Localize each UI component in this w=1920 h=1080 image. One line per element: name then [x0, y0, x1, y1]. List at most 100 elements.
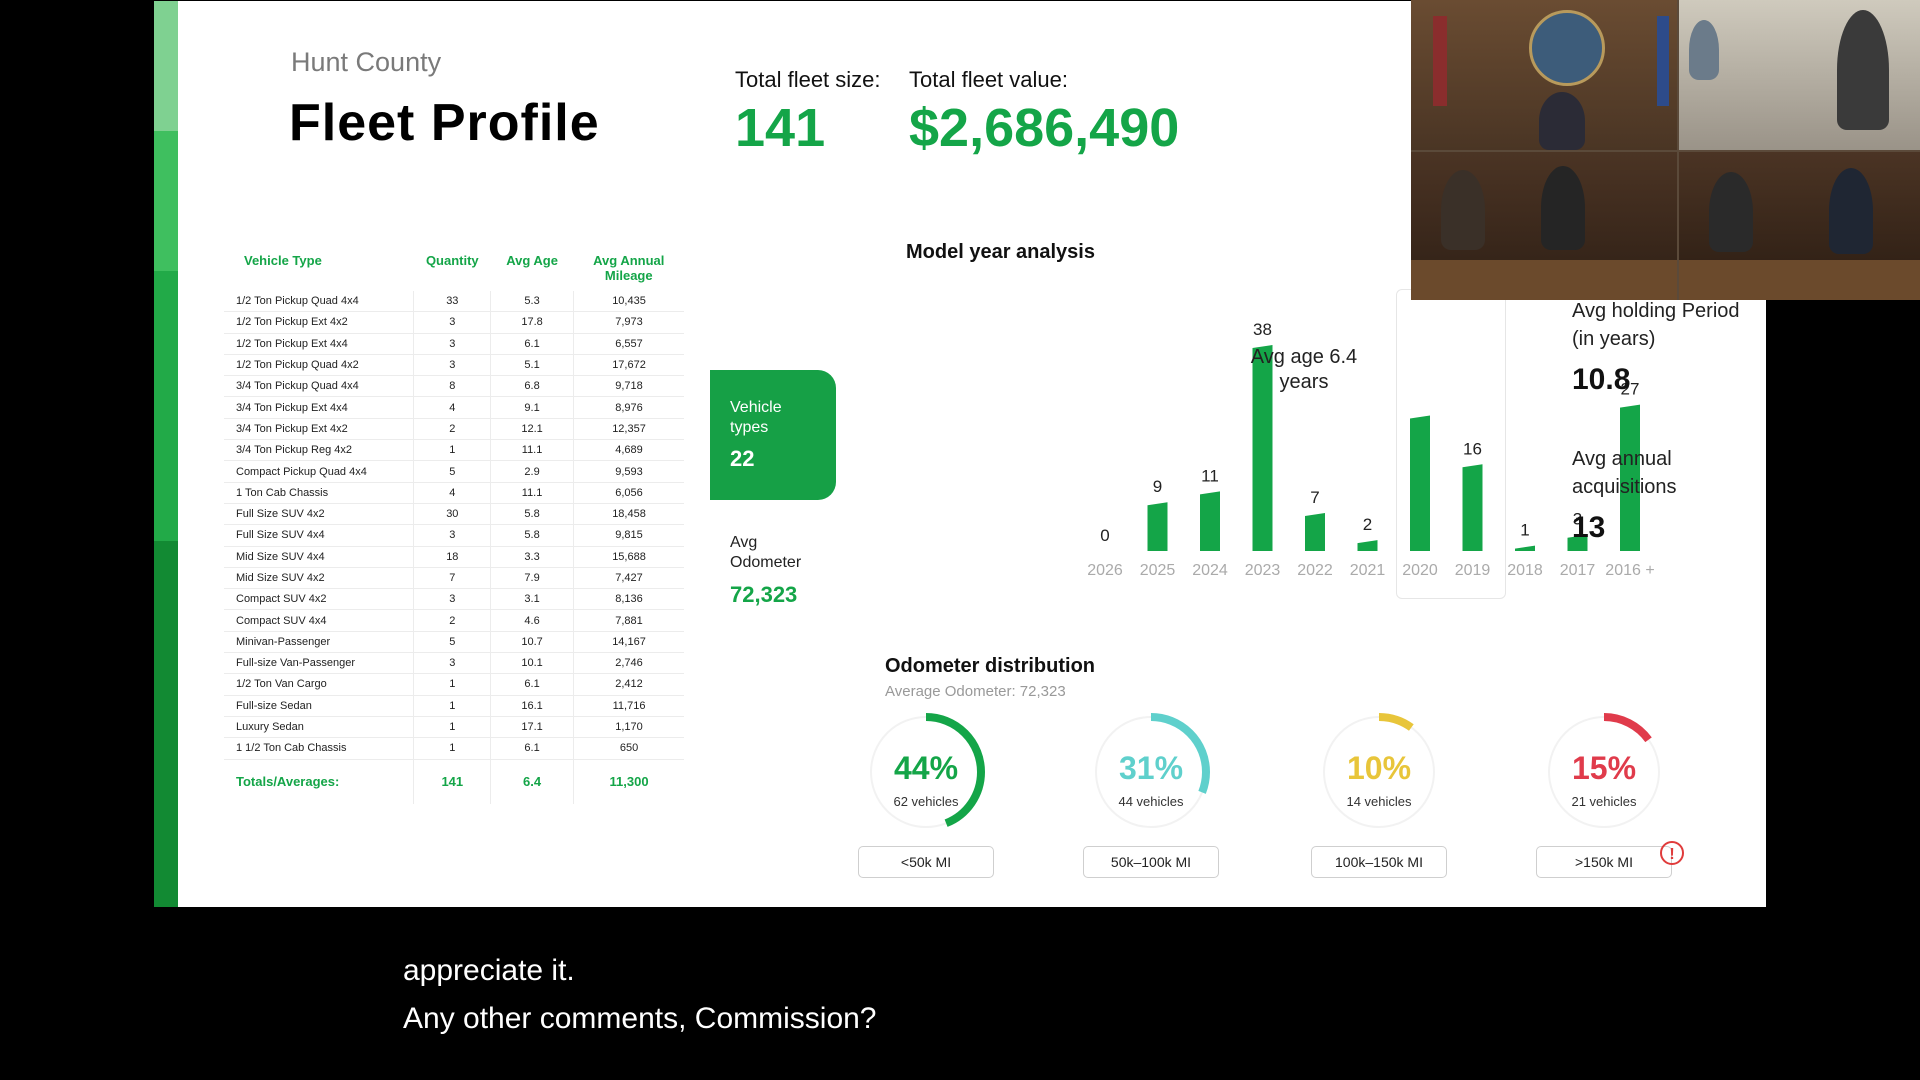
bar-value-label: 1 [1520, 521, 1529, 540]
gauge-vehicle-count: 14 vehicles [1346, 794, 1412, 809]
cell-quantity: 3 [413, 588, 491, 611]
cell-vehicle-type: Mid Size SUV 4x4 [224, 546, 414, 568]
cell-avg-age: 6.1 [490, 737, 574, 760]
cell-avg-age: 3.1 [490, 588, 574, 611]
cell-quantity: 18 [413, 546, 491, 568]
cell-vehicle-type: Compact Pickup Quad 4x4 [224, 460, 414, 483]
table-row: 1 1/2 Ton Cab Chassis 1 6.1 650 [224, 737, 834, 760]
gauge-vehicle-count: 44 vehicles [1118, 794, 1184, 809]
x-tick-label: 2019 [1455, 562, 1491, 579]
table-row: 3/4 Ton Pickup Ext 4x4 4 9.1 8,976 [224, 396, 834, 419]
cell-avg-mileage: 6,557 [572, 333, 685, 355]
totals-cell: 6.4 [490, 759, 574, 804]
table-row: 1/2 Ton Van Cargo 1 6.1 2,412 [224, 673, 834, 696]
odometer-title: Odometer distribution [885, 655, 1095, 677]
totals-cell: 141 [413, 759, 491, 804]
cell-avg-mileage: 2,412 [572, 673, 685, 696]
bar-value-label: 38 [1253, 320, 1272, 339]
cell-vehicle-type: Compact SUV 4x4 [224, 609, 414, 632]
x-tick-label: 2018 [1507, 562, 1543, 579]
table-row: 3/4 Ton Pickup Quad 4x4 8 6.8 9,718 [224, 375, 834, 398]
cell-avg-mileage: 9,815 [572, 524, 685, 547]
cell-vehicle-type: Minivan-Passenger [224, 631, 414, 654]
gauge-ring [1545, 713, 1663, 831]
cell-quantity: 30 [413, 503, 491, 526]
cell-avg-mileage: 18,458 [572, 503, 685, 526]
cell-quantity: 1 [413, 716, 491, 739]
cell-vehicle-type: Luxury Sedan [224, 716, 414, 739]
odometer-gauge: 31% 44 vehicles 50k–100k MI [1081, 708, 1221, 888]
cell-quantity: 3 [413, 354, 491, 377]
gauge-percent: 15% [1571, 750, 1637, 786]
cell-avg-mileage: 4,689 [572, 439, 685, 462]
table-row: Minivan-Passenger 5 10.7 14,167 [224, 631, 834, 654]
bar-value-label: 7 [1310, 488, 1319, 507]
vehicle-types-value: 22 [730, 446, 755, 471]
table-row: Compact Pickup Quad 4x4 5 2.9 9,593 [224, 460, 834, 483]
cell-avg-age: 6.1 [490, 333, 574, 355]
vehicle-types-card: Vehicle types 22 [710, 370, 836, 500]
table-row: 1/2 Ton Pickup Ext 4x2 3 17.8 7,973 [224, 311, 834, 334]
cell-avg-mileage: 6,056 [572, 482, 685, 504]
county-seal-icon [1529, 10, 1605, 86]
cell-avg-mileage: 8,136 [572, 588, 685, 611]
vehicle-types-label: Vehicle types [730, 399, 782, 436]
bar-2020 [1410, 415, 1430, 551]
acquisitions-label: Avg annual acquisitions [1572, 448, 1677, 498]
bar-2023 [1252, 345, 1273, 551]
mileage-range-pill: >150k MI [1536, 846, 1672, 878]
cell-quantity: 4 [413, 482, 491, 504]
cell-avg-age: 16.1 [490, 695, 574, 717]
acquisitions-value: 13 [1572, 511, 1606, 544]
mileage-range-pill: 100k–150k MI [1311, 846, 1447, 878]
cell-avg-age: 9.1 [490, 396, 574, 419]
cell-quantity: 1 [413, 439, 491, 462]
table-row: 3/4 Ton Pickup Reg 4x2 1 11.1 4,689 [224, 439, 834, 462]
bar-2016 [1620, 404, 1640, 551]
cell-vehicle-type: Full Size SUV 4x2 [224, 503, 414, 526]
video-tile-podium [1679, 0, 1920, 150]
accent-stripe [154, 1, 178, 907]
cell-avg-mileage: 14,167 [572, 631, 685, 654]
cell-avg-mileage: 1,170 [572, 716, 685, 739]
gauge-arc [1092, 713, 1210, 831]
cell-avg-mileage: 10,435 [572, 291, 685, 313]
cell-quantity: 3 [413, 524, 491, 547]
cell-vehicle-type: 3/4 Ton Pickup Quad 4x4 [224, 375, 414, 398]
us-flag [1433, 16, 1447, 106]
cell-avg-age: 11.1 [490, 439, 574, 462]
cell-vehicle-type: 3/4 Ton Pickup Reg 4x2 [224, 439, 414, 462]
bar-value-label: 0 [1100, 526, 1109, 545]
cell-vehicle-type: 1 1/2 Ton Cab Chassis [224, 737, 414, 760]
cell-quantity: 3 [413, 311, 491, 334]
cell-avg-mileage: 2,746 [572, 652, 685, 675]
cell-vehicle-type: 3/4 Ton Pickup Ext 4x4 [224, 396, 414, 419]
x-tick-label: 2024 [1192, 562, 1228, 579]
video-tile-judge [1411, 0, 1677, 150]
vehicle-type-table: Vehicle Type Quantity Avg Age Avg Annual… [224, 253, 834, 804]
totals-cell: 11,300 [572, 759, 685, 804]
cell-avg-mileage: 15,688 [572, 546, 685, 568]
x-tick-label: 2021 [1350, 562, 1386, 579]
avg-odometer-value: 72,323 [730, 582, 798, 607]
table-row: 1/2 Ton Pickup Quad 4x4 33 5.3 10,435 [224, 291, 834, 313]
bar-2017 [1567, 534, 1588, 551]
cell-avg-age: 11.1 [490, 482, 574, 504]
warning-icon[interactable]: ! [1660, 841, 1684, 865]
cell-avg-mileage: 7,881 [572, 609, 685, 632]
mileage-range-pill: <50k MI [858, 846, 994, 878]
chart-title: Model year analysis [906, 241, 1095, 263]
cell-avg-mileage: 9,593 [572, 460, 685, 483]
table-row: Full-size Van-Passenger 3 10.1 2,746 [224, 652, 834, 675]
table-row: 3/4 Ton Pickup Ext 4x2 2 12.1 12,357 [224, 418, 834, 441]
odometer-gauge: 44% 62 vehicles <50k MI [856, 708, 996, 888]
gauge-vehicle-count: 21 vehicles [1571, 794, 1637, 809]
gauge-arc [1320, 713, 1438, 831]
x-tick-label: 2025 [1140, 562, 1176, 579]
bar-value-label: 2 [1363, 515, 1372, 534]
gauge-arc [1545, 713, 1663, 831]
cell-quantity: 8 [413, 375, 491, 398]
page-title: Fleet Profile [289, 94, 600, 152]
cell-avg-mileage: 9,718 [572, 375, 685, 398]
cell-vehicle-type: 1/2 Ton Pickup Ext 4x4 [224, 333, 414, 355]
